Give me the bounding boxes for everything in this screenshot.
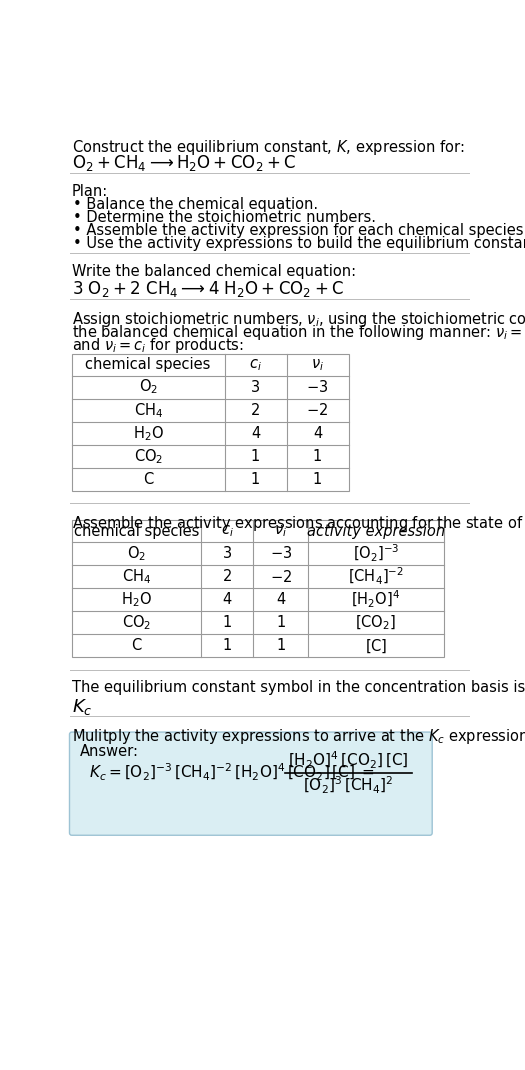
Text: 1: 1 bbox=[223, 639, 232, 654]
Text: $[\mathrm{O_2}]^{3}\,[\mathrm{CH_4}]^{2}$: $[\mathrm{O_2}]^{3}\,[\mathrm{CH_4}]^{2}… bbox=[303, 775, 394, 795]
Text: chemical species: chemical species bbox=[86, 357, 211, 372]
Text: Assemble the activity expressions accounting for the state of matter and $\nu_i$: Assemble the activity expressions accoun… bbox=[72, 515, 525, 533]
Text: $[\mathrm{O_2}]^{-3}$: $[\mathrm{O_2}]^{-3}$ bbox=[353, 542, 399, 564]
Text: 4: 4 bbox=[223, 592, 232, 607]
Text: $K_c$: $K_c$ bbox=[72, 698, 92, 717]
Text: $-3$: $-3$ bbox=[269, 546, 292, 562]
Text: the balanced chemical equation in the following manner: $\nu_i = -c_i$ for react: the balanced chemical equation in the fo… bbox=[72, 323, 525, 342]
Text: $c_i$: $c_i$ bbox=[221, 523, 234, 539]
Text: C: C bbox=[143, 472, 153, 487]
Text: $\mathrm{CO_2}$: $\mathrm{CO_2}$ bbox=[133, 447, 163, 465]
Text: $-2$: $-2$ bbox=[270, 568, 292, 584]
Text: $\mathrm{O_2 + CH_4 \longrightarrow H_2O + CO_2 + C}$: $\mathrm{O_2 + CH_4 \longrightarrow H_2O… bbox=[72, 153, 296, 173]
Text: $[\mathrm{H_2O}]^{4}\,[\mathrm{CO_2}]\,[\mathrm{C}]$: $[\mathrm{H_2O}]^{4}\,[\mathrm{CO_2}]\,[… bbox=[288, 750, 408, 771]
Text: 1: 1 bbox=[313, 472, 322, 487]
Text: Plan:: Plan: bbox=[72, 184, 108, 199]
Text: Construct the equilibrium constant, $K$, expression for:: Construct the equilibrium constant, $K$,… bbox=[72, 138, 465, 156]
Text: and $\nu_i = c_i$ for products:: and $\nu_i = c_i$ for products: bbox=[72, 336, 244, 355]
Text: 4: 4 bbox=[276, 592, 285, 607]
Text: Mulitply the activity expressions to arrive at the $K_c$ expression:: Mulitply the activity expressions to arr… bbox=[72, 727, 525, 746]
Text: $\mathrm{O_2}$: $\mathrm{O_2}$ bbox=[127, 544, 146, 563]
Text: $c_i$: $c_i$ bbox=[249, 357, 262, 372]
Text: 1: 1 bbox=[223, 615, 232, 630]
Text: $-3$: $-3$ bbox=[307, 379, 329, 395]
Text: • Determine the stoichiometric numbers.: • Determine the stoichiometric numbers. bbox=[74, 210, 376, 225]
Text: $\mathrm{H_2O}$: $\mathrm{H_2O}$ bbox=[133, 424, 164, 443]
FancyBboxPatch shape bbox=[69, 732, 432, 836]
Text: $\mathrm{CO_2}$: $\mathrm{CO_2}$ bbox=[122, 613, 151, 632]
Text: $-2$: $-2$ bbox=[307, 402, 329, 418]
Text: 4: 4 bbox=[313, 426, 322, 441]
Text: $[\mathrm{CH_4}]^{-2}$: $[\mathrm{CH_4}]^{-2}$ bbox=[348, 566, 404, 587]
Text: The equilibrium constant symbol in the concentration basis is:: The equilibrium constant symbol in the c… bbox=[72, 681, 525, 696]
Text: $[\mathrm{H_2O}]^{4}$: $[\mathrm{H_2O}]^{4}$ bbox=[351, 590, 401, 610]
Text: 2: 2 bbox=[223, 569, 232, 584]
Text: $[\mathrm{C}]$: $[\mathrm{C}]$ bbox=[365, 637, 387, 655]
Text: C: C bbox=[131, 639, 142, 654]
Text: Assign stoichiometric numbers, $\nu_i$, using the stoichiometric coefficients, $: Assign stoichiometric numbers, $\nu_i$, … bbox=[72, 310, 525, 330]
Text: $\mathrm{3\ O_2 + 2\ CH_4 \longrightarrow 4\ H_2O + CO_2 + C}$: $\mathrm{3\ O_2 + 2\ CH_4 \longrightarro… bbox=[72, 279, 344, 300]
Text: 1: 1 bbox=[276, 615, 285, 630]
Text: $K_c = [\mathrm{O_2}]^{-3}\,[\mathrm{CH_4}]^{-2}\,[\mathrm{H_2O}]^{4}\,[\mathrm{: $K_c = [\mathrm{O_2}]^{-3}\,[\mathrm{CH_… bbox=[89, 762, 374, 783]
Text: Answer:: Answer: bbox=[80, 744, 139, 759]
Text: $\mathrm{O_2}$: $\mathrm{O_2}$ bbox=[139, 378, 157, 397]
Text: activity expression: activity expression bbox=[307, 523, 445, 538]
Text: • Use the activity expressions to build the equilibrium constant expression.: • Use the activity expressions to build … bbox=[74, 236, 525, 251]
Text: 1: 1 bbox=[276, 639, 285, 654]
Text: $\mathrm{CH_4}$: $\mathrm{CH_4}$ bbox=[122, 567, 151, 586]
Text: 2: 2 bbox=[251, 402, 260, 417]
Text: $\nu_i$: $\nu_i$ bbox=[311, 357, 324, 372]
Text: • Assemble the activity expression for each chemical species.: • Assemble the activity expression for e… bbox=[74, 224, 525, 239]
Text: Write the balanced chemical equation:: Write the balanced chemical equation: bbox=[72, 264, 356, 279]
Text: $\mathrm{H_2O}$: $\mathrm{H_2O}$ bbox=[121, 591, 152, 609]
Text: $\nu_i$: $\nu_i$ bbox=[274, 523, 287, 539]
Text: $\mathrm{CH_4}$: $\mathrm{CH_4}$ bbox=[133, 401, 163, 419]
Text: • Balance the chemical equation.: • Balance the chemical equation. bbox=[74, 197, 319, 212]
Text: 1: 1 bbox=[251, 449, 260, 464]
Text: 4: 4 bbox=[251, 426, 260, 441]
Text: chemical species: chemical species bbox=[74, 523, 199, 538]
Text: 1: 1 bbox=[251, 472, 260, 487]
Text: $[\mathrm{CO_2}]$: $[\mathrm{CO_2}]$ bbox=[355, 613, 396, 632]
Bar bbox=[72, 520, 444, 657]
Text: 1: 1 bbox=[313, 449, 322, 464]
Text: 3: 3 bbox=[223, 546, 232, 561]
Bar bbox=[72, 354, 349, 491]
Text: 3: 3 bbox=[251, 380, 260, 395]
